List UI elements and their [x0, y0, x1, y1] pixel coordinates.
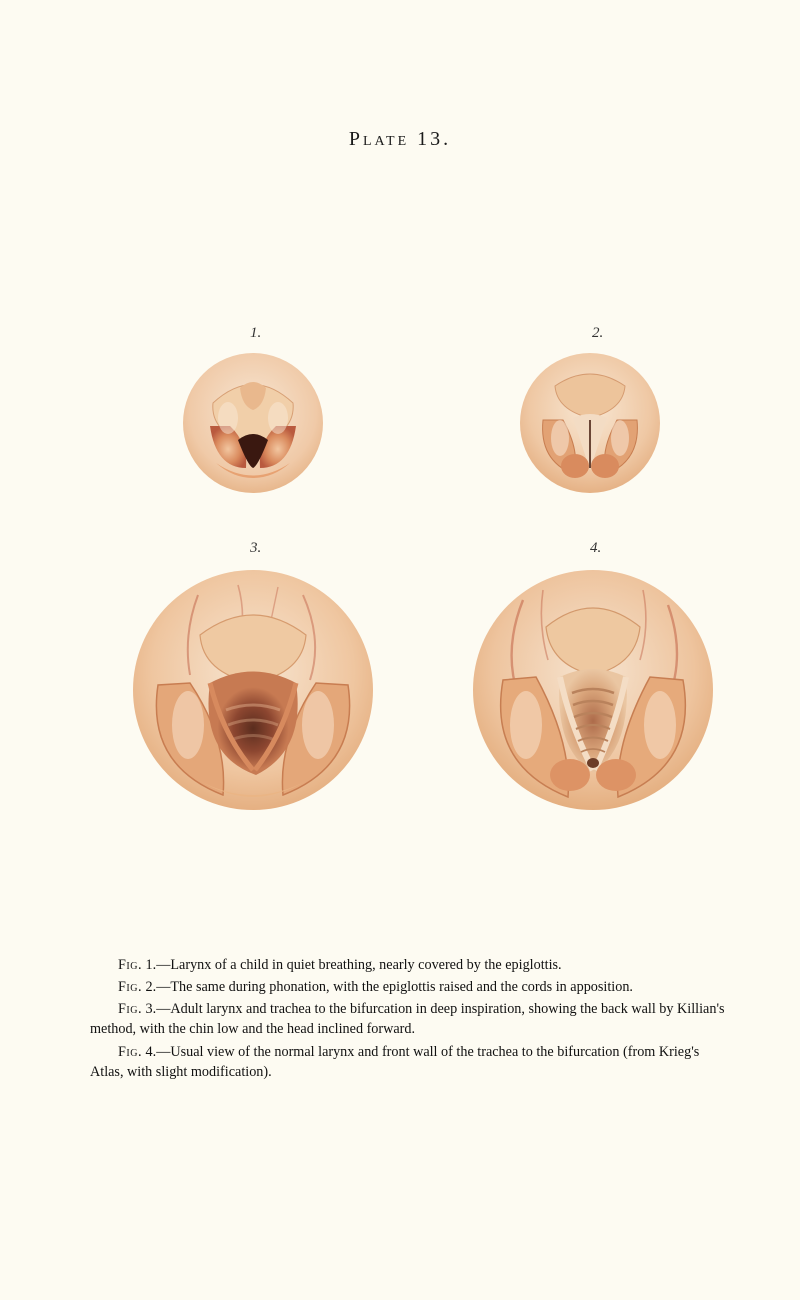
- caption-4-text: Usual view of the normal larynx and fron…: [90, 1044, 699, 1080]
- figure-label-3: 3.: [250, 540, 261, 557]
- caption-3-text: Adult larynx and trachea to the bifurcat…: [90, 1001, 725, 1037]
- caption-1-fig: Fig.: [118, 957, 142, 973]
- figure-2: [515, 348, 665, 498]
- caption-1-text: Larynx of a child in quiet breathing, ne…: [170, 957, 561, 973]
- caption-4-num: 4.—: [142, 1044, 170, 1060]
- caption-block: Fig. 1.—Larynx of a child in quiet breat…: [90, 955, 728, 1084]
- figure-4: [468, 565, 718, 815]
- caption-1: Fig. 1.—Larynx of a child in quiet breat…: [90, 955, 728, 975]
- caption-4-fig: Fig.: [118, 1044, 142, 1060]
- caption-3-num: 3.—: [142, 1001, 170, 1017]
- caption-2-fig: Fig.: [118, 979, 142, 995]
- caption-2-num: 2.—: [142, 979, 170, 995]
- page: Plate 13. 1. 2. 3. 4.: [0, 0, 800, 1300]
- plate-title: Plate 13.: [0, 128, 800, 151]
- figure-label-4: 4.: [590, 540, 601, 557]
- caption-3: Fig. 3.—Adult larynx and trachea to the …: [90, 999, 728, 1039]
- caption-3-fig: Fig.: [118, 1001, 142, 1017]
- figure-1: [178, 348, 328, 498]
- figure-3: [128, 565, 378, 815]
- caption-1-num: 1.—: [142, 957, 170, 973]
- caption-4: Fig. 4.—Usual view of the normal larynx …: [90, 1042, 728, 1082]
- caption-2-text: The same during phonation, with the epig…: [170, 979, 633, 995]
- figure-label-2: 2.: [592, 325, 603, 342]
- figure-label-1: 1.: [250, 325, 261, 342]
- caption-2: Fig. 2.—The same during phonation, with …: [90, 977, 728, 997]
